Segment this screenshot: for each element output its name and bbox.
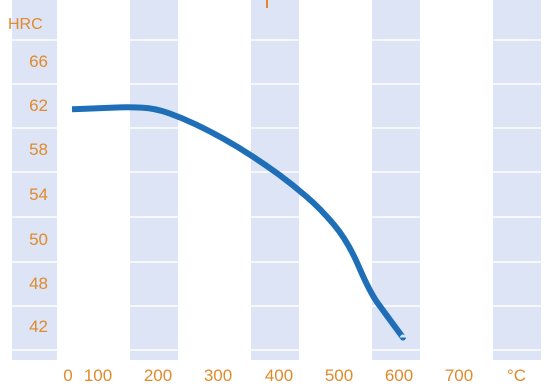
background-band	[130, 0, 175, 360]
y-tick-label: 42	[29, 317, 48, 336]
x-tick-label: 200	[143, 366, 173, 385]
x-tick-label: 700	[444, 366, 474, 385]
series-layer	[71, 104, 406, 341]
x-tick-label: 100	[83, 366, 113, 385]
background-bands	[12, 0, 541, 360]
series-line	[71, 104, 406, 341]
y-tick-label: 62	[29, 96, 48, 115]
background-band	[493, 0, 538, 360]
x-tick-label: 0	[63, 366, 73, 385]
x-tick-label: 600	[384, 366, 414, 385]
x-tick-label: 400	[264, 366, 294, 385]
x-tick-label: 300	[203, 366, 233, 385]
y-tick-label: 48	[29, 274, 48, 293]
x-axis-unit: °C	[507, 366, 527, 385]
top-tick-mark	[266, 0, 268, 8]
y-tick-label: 50	[29, 230, 48, 249]
background-band	[12, 0, 57, 360]
background-band	[372, 0, 417, 360]
y-tick-label: 54	[29, 185, 48, 204]
y-tick-label: 66	[29, 52, 48, 71]
y-axis-title: HRC	[8, 16, 43, 33]
y-tick-label: 58	[29, 140, 48, 159]
x-tick-label: 500	[324, 366, 354, 385]
